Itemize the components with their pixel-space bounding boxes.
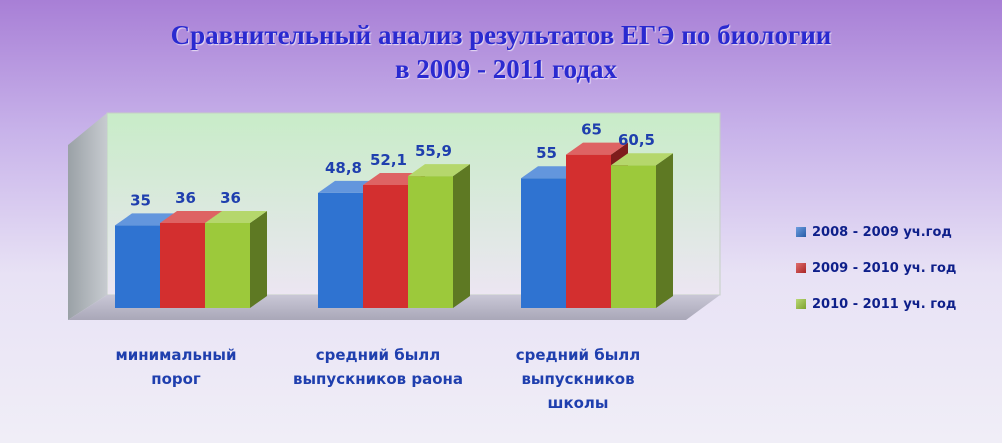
category-label-3: средний былл выпускников школы [478,343,678,415]
value-label-s1-c2: 48,8 [325,159,362,177]
title-line-2: в 2009 - 2011 годах [394,54,618,84]
bar-front [363,185,408,308]
bar-top [160,211,222,224]
bar-front [521,178,566,308]
value-label-s1-c3: 55 [536,144,557,162]
category-label-1: минимальный порог [76,343,276,391]
bar-front [318,192,363,308]
value-label-s3-c2: 55,9 [415,142,452,160]
bar-front [408,176,453,308]
category-label-line: минимальный [115,346,237,364]
category-label-line: порог [151,370,201,388]
bar-side [656,153,673,308]
bar-s3-c3 [611,153,673,308]
bar-top [408,164,470,177]
value-label-s2-c3: 65 [581,121,602,139]
bar-s3-c1 [205,211,267,308]
bar-front [115,225,160,308]
category-label-line: средний былл [515,346,641,364]
legend-item-3: 2010 - 2011 уч. год [796,286,1002,322]
legend-label-2: 2009 - 2010 уч. год [812,260,957,276]
chart-title: Сравнительный анализ результатов ЕГЭ по … [0,18,1002,86]
legend-item-1: 2008 - 2009 уч.год [796,214,1002,250]
category-label-line: выпускников [521,370,635,388]
value-label-s2-c2: 52,1 [370,151,407,169]
value-label-s1-c1: 35 [130,191,151,209]
legend-label-3: 2010 - 2011 уч. год [812,296,957,312]
bar-front [611,165,656,308]
category-label-line: средний былл [315,346,441,364]
legend-swatch-2 [796,263,806,273]
bar-side [453,164,470,308]
legend-item-2: 2009 - 2010 уч. год [796,250,1002,286]
bar-side [250,211,267,308]
category-label-line: школы [547,394,609,412]
value-label-s3-c3: 60,5 [618,131,655,149]
legend-label-1: 2008 - 2009 уч.год [812,224,952,240]
bar-top [205,211,267,224]
bar-top [611,153,673,166]
bar-front [160,223,205,308]
legend-swatch-3 [796,299,806,309]
chart-side-wall [68,113,107,320]
category-label-line: выпускников раона [293,370,463,388]
bar-front [205,223,250,308]
title-line-1: Сравнительный анализ результатов ЕГЭ по … [170,20,832,50]
bar-s3-c2 [408,164,470,308]
bar-front [566,154,611,308]
legend-swatch-1 [796,227,806,237]
bar-top [566,142,628,155]
value-label-s3-c1: 36 [220,189,241,207]
category-label-2: средний былл выпускников раона [278,343,478,391]
value-label-s2-c1: 36 [175,189,196,207]
legend: 2008 - 2009 уч.год 2009 - 2010 уч. год 2… [796,214,1002,322]
